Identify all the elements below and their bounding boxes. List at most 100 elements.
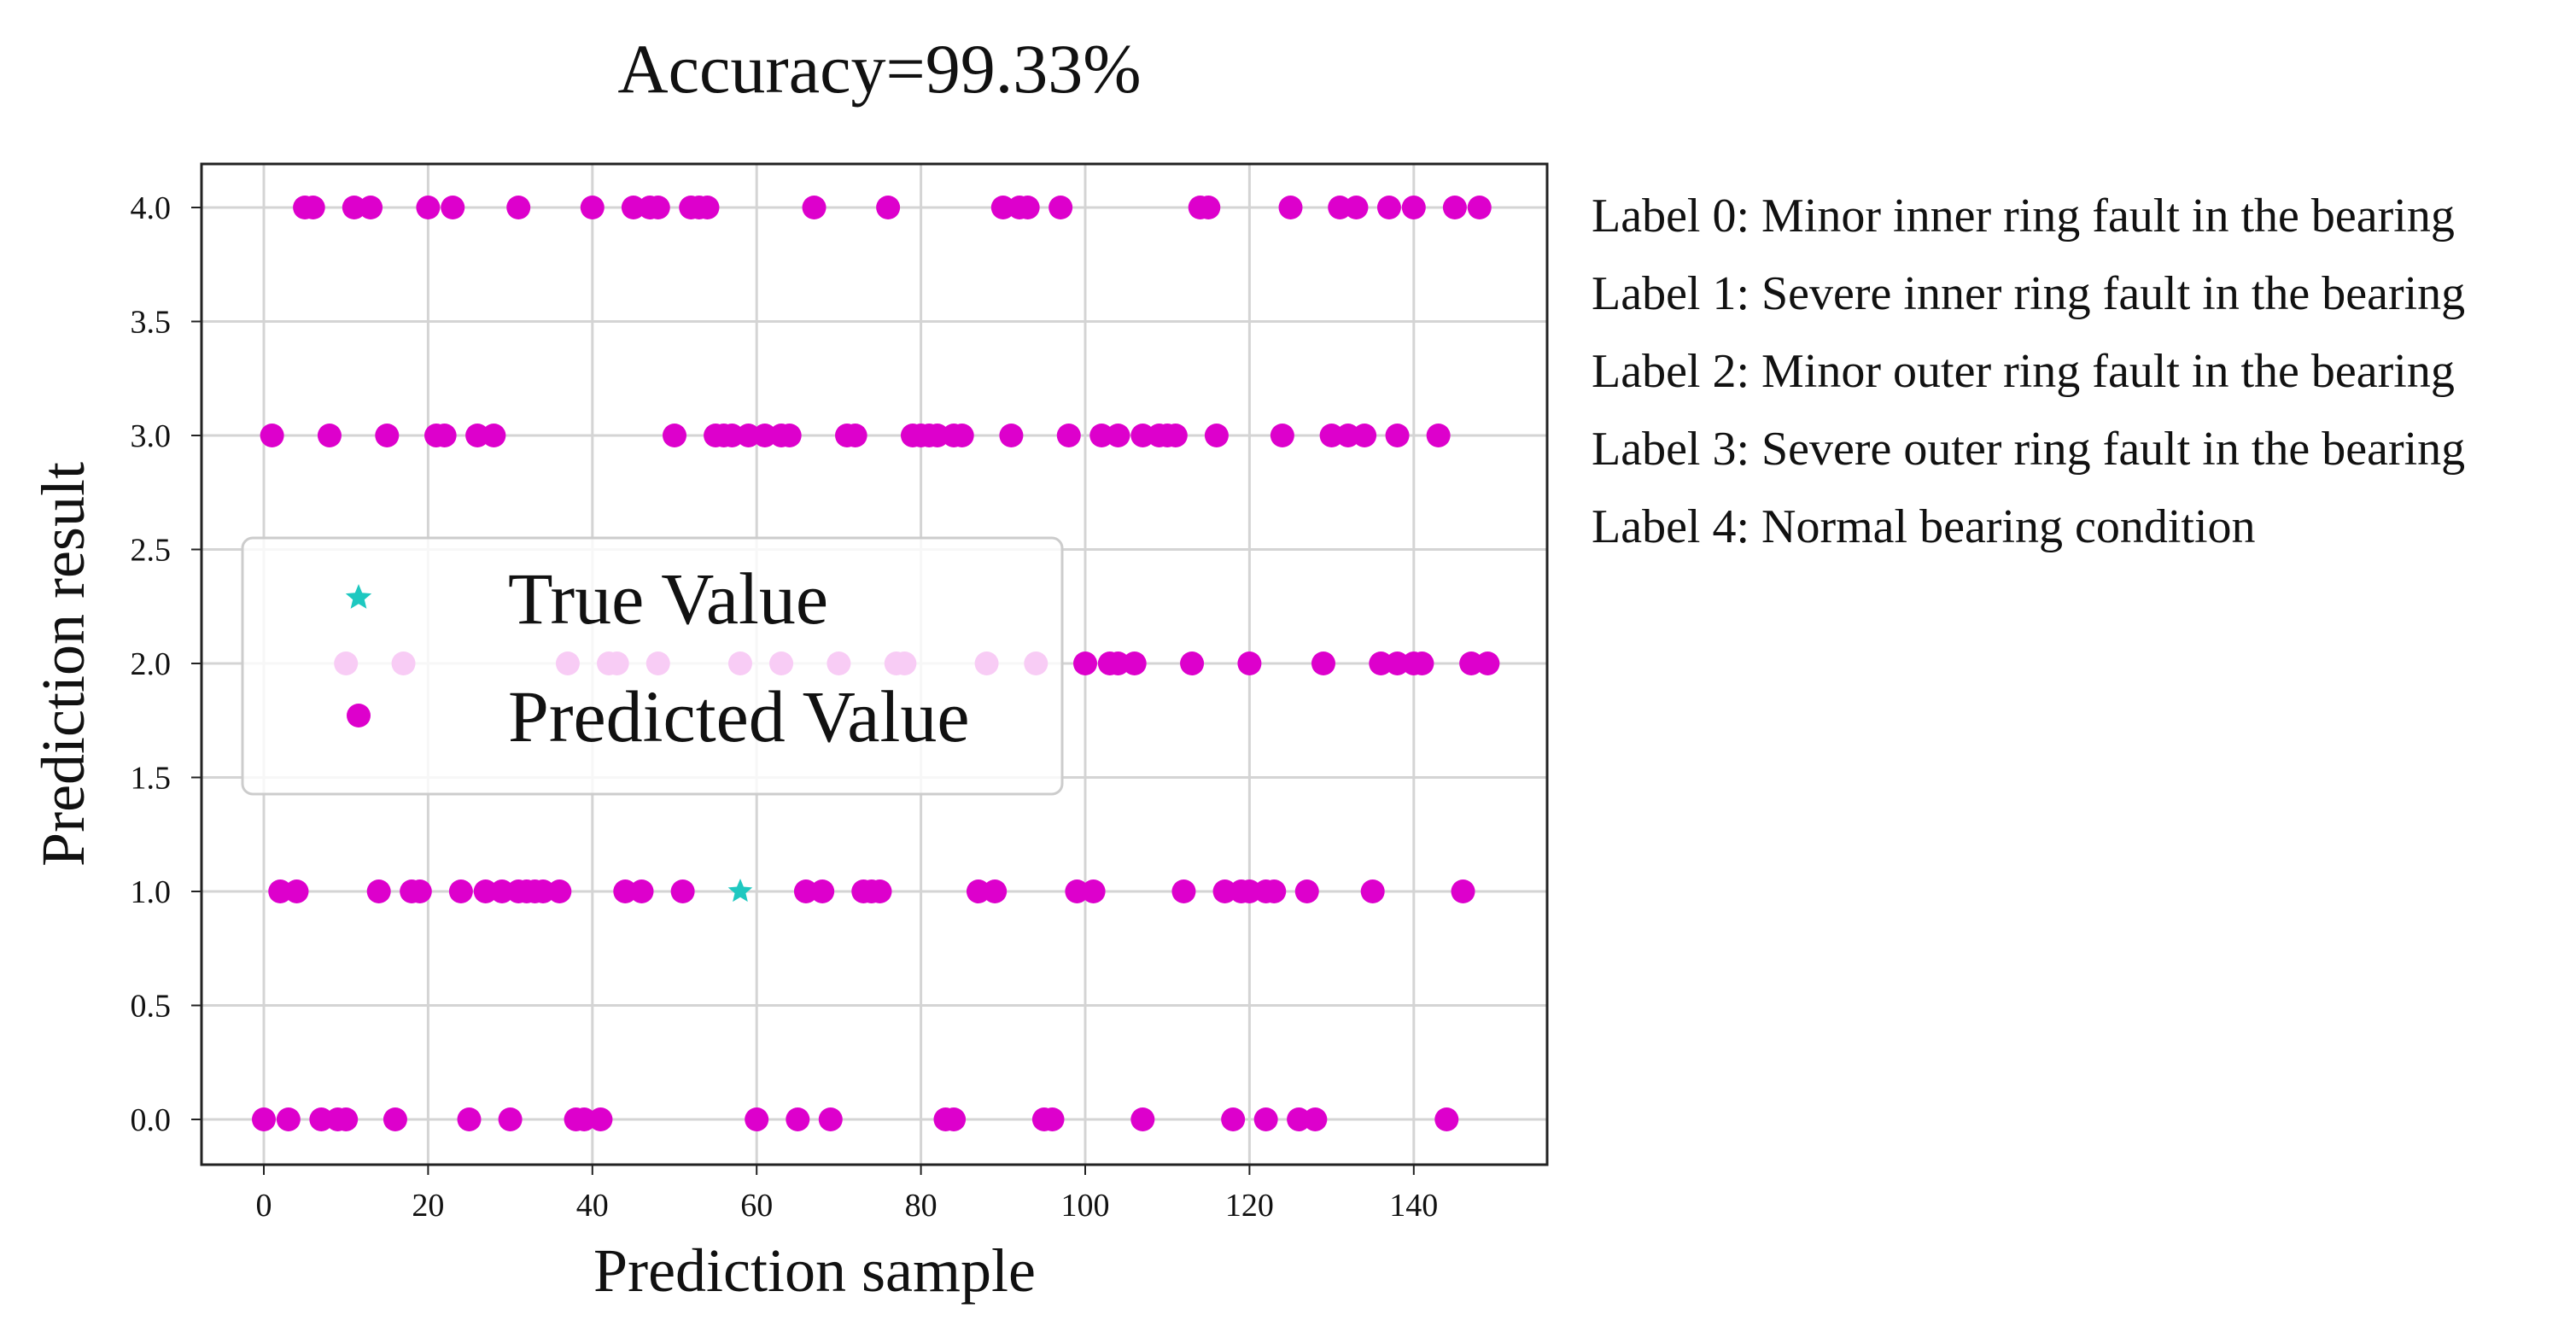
predicted-point	[1303, 1107, 1328, 1131]
y-tick-label: 2.0	[131, 646, 172, 682]
predicted-point	[1376, 196, 1401, 219]
predicted-point	[580, 196, 605, 219]
predicted-point	[1221, 1107, 1246, 1131]
predicted-point	[1253, 1107, 1278, 1131]
predicted-point	[498, 1107, 523, 1131]
predicted-point	[359, 196, 383, 219]
predicted-point	[983, 879, 1008, 903]
predicted-point	[1081, 879, 1106, 903]
predicted-point	[1467, 196, 1492, 219]
predicted-point	[745, 1107, 769, 1131]
predicted-point	[448, 879, 473, 903]
predicted-point	[1204, 424, 1229, 447]
y-tick-label: 0.5	[131, 989, 172, 1025]
y-tick-label: 3.5	[131, 305, 172, 341]
predicted-point	[867, 879, 892, 903]
predicted-point	[1056, 424, 1081, 447]
predicted-point	[1130, 424, 1155, 447]
predicted-point	[342, 196, 366, 219]
y-axis-label: Prediction result	[29, 462, 97, 867]
y-tick-label: 4.0	[131, 190, 172, 226]
label-line-1: Label 1: Severe inner ring fault in the …	[1592, 267, 2466, 320]
predicted-point	[1196, 196, 1221, 219]
predicted-point	[1385, 424, 1410, 447]
predicted-point	[1369, 651, 1393, 675]
predicted-point	[720, 424, 745, 447]
x-tick-label: 80	[905, 1188, 938, 1224]
predicted-point	[843, 424, 867, 447]
predicted-point	[441, 196, 465, 219]
predicted-point	[1475, 651, 1500, 675]
predicted-point	[1401, 196, 1426, 219]
predicted-point	[736, 424, 761, 447]
predicted-point	[252, 1107, 276, 1131]
chart-title: Accuracy=99.33%	[617, 30, 1142, 108]
legend-label-predicted: Predicted Value	[508, 675, 970, 757]
predicted-point	[629, 879, 654, 903]
predicted-point	[276, 1107, 301, 1131]
predicted-point	[1442, 196, 1467, 219]
x-tick-label: 40	[576, 1188, 609, 1224]
predicted-point	[1385, 651, 1410, 675]
predicted-point	[334, 1107, 359, 1131]
predicted-point	[317, 424, 342, 447]
predicted-point	[1270, 424, 1294, 447]
predicted-point	[432, 424, 457, 447]
predicted-point	[1278, 196, 1303, 219]
predicted-point	[457, 1107, 482, 1131]
x-tick-label: 60	[740, 1188, 773, 1224]
legend-circle-icon	[347, 704, 371, 727]
predicted-point	[876, 196, 901, 219]
predicted-point	[1171, 879, 1196, 903]
predicted-point	[301, 196, 325, 219]
predicted-point	[416, 196, 441, 219]
predicted-point	[383, 1107, 407, 1131]
predicted-point	[670, 879, 695, 903]
predicted-point	[777, 424, 802, 447]
predicted-point	[284, 879, 309, 903]
predicted-point	[1451, 879, 1475, 903]
predicted-point	[1294, 879, 1319, 903]
y-tick-label: 3.0	[131, 418, 172, 454]
y-tick-label: 1.0	[131, 874, 172, 910]
predicted-point	[572, 1107, 597, 1131]
predicted-point	[621, 196, 645, 219]
predicted-point	[1335, 424, 1360, 447]
x-tick-label: 0	[256, 1188, 272, 1224]
predicted-point	[1212, 879, 1237, 903]
predicted-point	[268, 879, 293, 903]
predicted-point	[966, 879, 990, 903]
predicted-point	[1328, 196, 1352, 219]
legend-star-icon	[345, 584, 372, 609]
predicted-point	[473, 879, 498, 903]
predicted-point	[613, 879, 638, 903]
y-tick-label: 1.5	[131, 761, 172, 797]
predicted-point	[366, 879, 391, 903]
predicted-point	[999, 424, 1024, 447]
predicted-point	[1106, 651, 1130, 675]
predicted-point	[1344, 196, 1369, 219]
predicted-point	[810, 879, 835, 903]
x-tick-label: 100	[1061, 1188, 1110, 1224]
predicted-point	[990, 196, 1015, 219]
x-tick-label: 20	[412, 1188, 444, 1224]
predicted-point	[309, 1107, 334, 1131]
predicted-point	[1065, 879, 1089, 903]
predicted-point	[786, 1107, 810, 1131]
predicted-point	[645, 196, 670, 219]
x-axis-label: Prediction sample	[593, 1236, 1036, 1305]
predicted-point	[1040, 1107, 1065, 1131]
predicted-point	[802, 196, 827, 219]
predicted-point	[1311, 651, 1335, 675]
predicted-point	[818, 1107, 843, 1131]
predicted-point	[375, 424, 400, 447]
predicted-point	[1237, 651, 1262, 675]
predicted-point	[1237, 879, 1262, 903]
predicted-point	[1122, 651, 1147, 675]
predicted-point	[925, 424, 949, 447]
predicted-point	[1130, 1107, 1155, 1131]
predicted-point	[1352, 424, 1377, 447]
predicted-point	[506, 196, 531, 219]
predicted-point	[1426, 424, 1451, 447]
predicted-point	[1287, 1107, 1311, 1131]
